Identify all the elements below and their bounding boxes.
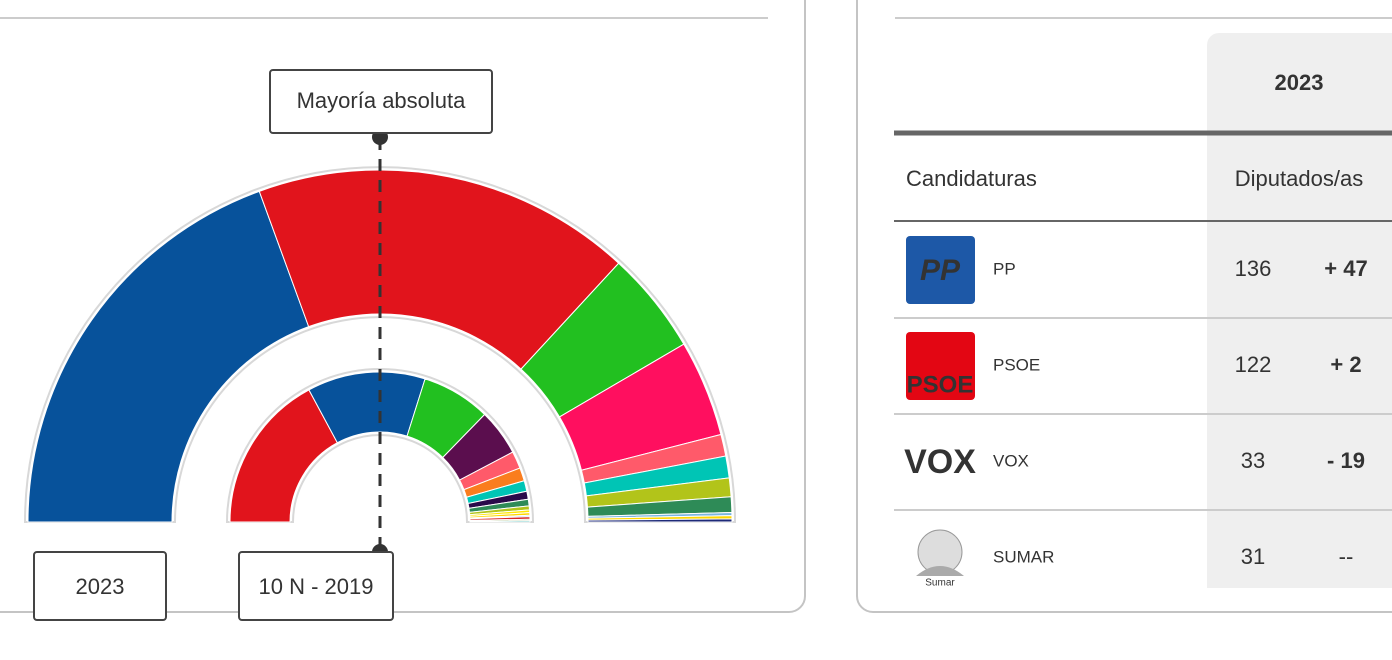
annotation-box [269, 69, 493, 134]
seat-change: - 19 [1327, 448, 1365, 473]
seat-change: + 47 [1324, 256, 1367, 281]
logo-text: PP [920, 254, 961, 287]
seat-wedge [587, 518, 733, 523]
seat-wedge [469, 520, 531, 523]
seats: 136 [1235, 256, 1272, 281]
year-label[interactable]: 10 N - 2019 [259, 574, 374, 599]
year-label[interactable]: 2023 [76, 574, 125, 599]
logo-text: VOX [904, 443, 976, 481]
party-name: PSOE [993, 355, 1040, 374]
party-name: VOX [993, 451, 1029, 470]
annotation: Mayoría absoluta [297, 88, 467, 113]
seat-change: -- [1339, 544, 1354, 569]
seat-wedge [258, 169, 620, 370]
year-button[interactable] [238, 551, 394, 621]
party-name: SUMAR [993, 547, 1054, 566]
logo-text: PSOE [907, 371, 974, 398]
year-button[interactable] [33, 551, 167, 621]
seat-wedge [27, 190, 310, 523]
party-logo [906, 236, 975, 304]
seats: 31 [1241, 544, 1265, 569]
candidate-photo [916, 566, 964, 576]
logo-text: Sumar [925, 578, 955, 589]
party-logo [906, 332, 975, 400]
seats: 122 [1235, 352, 1272, 377]
column-header: Candidaturas [906, 166, 1037, 191]
column-header: Diputados/as [1235, 166, 1363, 191]
party-name: PP [993, 259, 1016, 278]
column-highlight [1207, 33, 1392, 588]
seat-change: + 2 [1330, 352, 1361, 377]
column-year: 2023 [1275, 70, 1324, 95]
results-table: 2023 Candidaturas Diputados/as PP PP 136 + 47 P… [894, 70, 1392, 589]
hemicycle: Mayoría absoluta 2023 10 N - 2019 [23, 69, 737, 621]
seats: 33 [1241, 448, 1265, 473]
